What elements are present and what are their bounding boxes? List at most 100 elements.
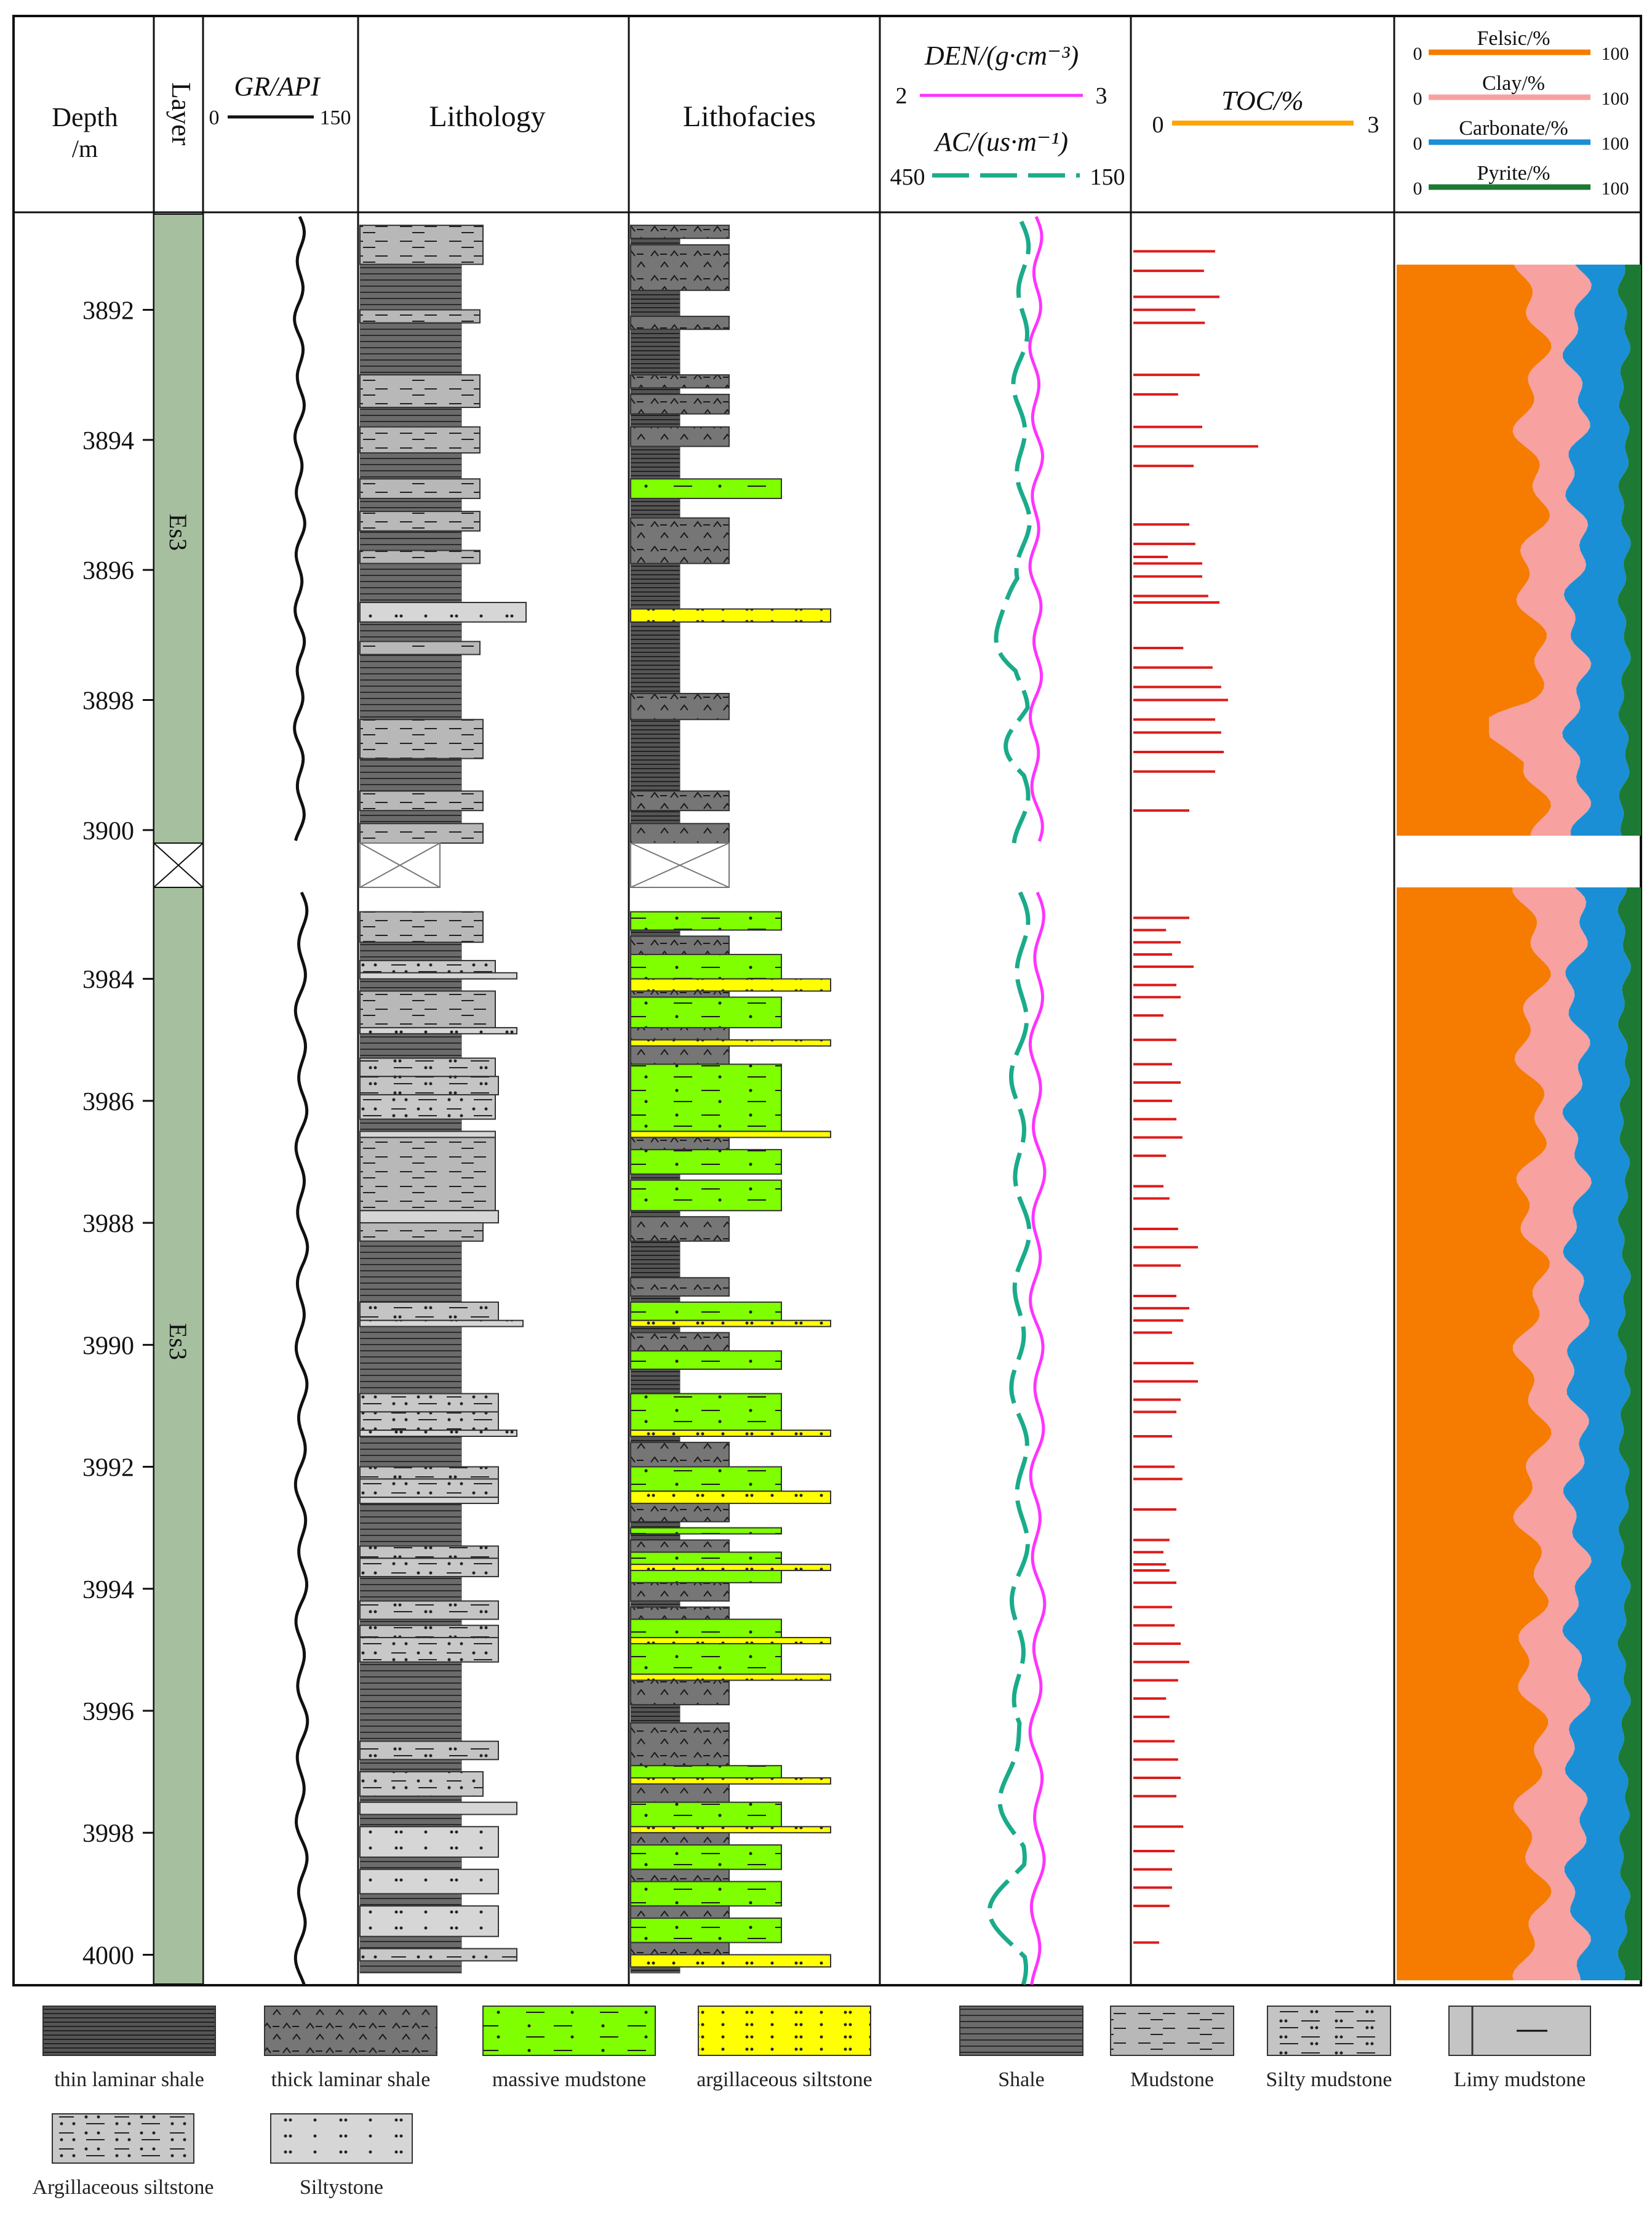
legend-swatch (264, 2006, 437, 2056)
depth-tick-3984: 3984 (82, 966, 134, 994)
lithofacies-bed (630, 1783, 730, 1803)
mineral-header-pyrite: Pyrite/% (1477, 162, 1550, 185)
pyrite-area (1618, 887, 1641, 1980)
toc-header: TOC/% (1221, 86, 1304, 116)
lithofacies-bed (630, 1319, 831, 1327)
layer-header: Layer (166, 82, 196, 146)
lithofacies-bed (630, 1564, 831, 1572)
lithology-bed (359, 1210, 499, 1224)
den-header: DEN/(g·cm⁻³) (924, 41, 1079, 71)
ac-min: 450 (890, 164, 925, 190)
lithofacies-bed (630, 1881, 782, 1907)
gr-curve-upper (293, 215, 306, 841)
lithology-bed (359, 1222, 484, 1242)
carbonate-area (1562, 887, 1631, 1980)
lithology-bed (359, 602, 527, 623)
lithology-header: Lithology (429, 100, 545, 133)
lithofacies-bed (630, 1642, 782, 1675)
layer-bar-upper (153, 214, 204, 844)
lithofacies-bed (630, 1430, 831, 1437)
lithology-bed (359, 1094, 496, 1120)
lithofacies-bed (630, 954, 782, 980)
layer-label-upper: Es3 (164, 514, 192, 551)
lithology-bed (359, 1868, 499, 1895)
lithofacies-bed (630, 1777, 831, 1785)
lithology-bed (359, 1319, 524, 1327)
legend-item-shale: Shale (959, 2006, 1083, 2091)
lithofacies-bed (630, 1942, 730, 1956)
lithofacies-bed (630, 1149, 782, 1175)
lithofacies-bed (630, 1301, 782, 1321)
den-min: 2 (896, 83, 908, 109)
ac-max: 150 (1090, 164, 1125, 190)
legend-label: Siltystone (300, 2176, 383, 2199)
toc-max: 3 (1368, 112, 1379, 138)
legend-swatch (959, 2006, 1083, 2056)
lithology-bed (359, 309, 481, 324)
mineral-max-pyrite: 100 (1602, 178, 1629, 199)
depth-tick-3990: 3990 (82, 1332, 134, 1360)
lithofacies-bed (630, 426, 730, 447)
lithofacies-bed (630, 1606, 730, 1620)
legend-label: Argillaceous siltstone (33, 2176, 214, 2199)
lithology-bed (359, 790, 484, 812)
lithofacies-bed (630, 1350, 782, 1370)
lithofacies-bed (630, 692, 730, 721)
lithofacies-bed (630, 1765, 782, 1779)
depth-tick-3992: 3992 (82, 1454, 134, 1482)
mineral-max-felsic: 100 (1602, 44, 1629, 64)
legend-label: thick laminar shale (271, 2068, 431, 2091)
lithology-bed (359, 1301, 499, 1321)
lithology-bed (359, 641, 481, 655)
lithology-bed (359, 1057, 496, 1078)
lithofacies-bed (630, 393, 730, 415)
ac-curve-upper (994, 220, 1032, 844)
legend-swatch (1110, 2006, 1234, 2056)
den-curve-upper (1028, 215, 1045, 842)
lithology-bed (359, 1558, 499, 1577)
den-max: 3 (1096, 83, 1107, 109)
legend-label: Silty mudstone (1266, 2068, 1392, 2091)
lithofacies-bed (630, 316, 730, 330)
lithology-bed (359, 511, 481, 532)
depth-tick-3986: 3986 (82, 1088, 134, 1116)
legend-item-arg-silt: Argillaceous siltstone (33, 2113, 214, 2199)
lithology-bed (359, 1637, 499, 1663)
lithology-bed (359, 1948, 517, 1962)
lithology-bed (359, 1411, 499, 1431)
lithofacies-bed (630, 1441, 730, 1468)
lithology-bed (359, 1826, 499, 1858)
lithology-bed (359, 1137, 496, 1212)
lithology-bed (359, 1801, 517, 1815)
lithology-bed (359, 478, 481, 499)
lithofacies-bed (630, 1673, 831, 1681)
lithofacies-bed (630, 1618, 782, 1639)
depth-tick-3988: 3988 (82, 1210, 134, 1238)
lithofacies-bed (630, 1137, 730, 1151)
legend-swatch (42, 2006, 216, 2056)
legend-label: Mudstone (1130, 2068, 1214, 2091)
depth-tick-3900: 3900 (82, 817, 134, 846)
lithofacies-bed (630, 1527, 782, 1535)
mineral-min-carbonate: 0 (1413, 134, 1423, 154)
legend-item-silty-mud: Silty mudstone (1266, 2006, 1392, 2091)
lithology-bed (359, 1771, 484, 1797)
lithofacies-bed (630, 1539, 730, 1553)
lithofacies-bed (630, 823, 730, 844)
lithology-bed (359, 823, 484, 844)
lithology-bed (359, 1740, 499, 1761)
legend-item-massive: massive mudstone (482, 2006, 656, 2091)
lithofacies-bed (630, 1954, 831, 1968)
layer-gap-box (153, 842, 204, 888)
lithofacies-bed (630, 1826, 831, 1834)
ac-header: AC/(us·m⁻¹) (933, 127, 1068, 157)
lithology-bed (359, 1497, 499, 1505)
legend-swatch (698, 2006, 871, 2056)
lithofacies-bed (630, 1570, 782, 1583)
depth-tick-3892: 3892 (82, 297, 134, 326)
mineral-max-carbonate: 100 (1602, 134, 1629, 154)
lithofacies-bed (630, 1332, 730, 1352)
lithology-bed (359, 1393, 499, 1413)
lithofacies-bed (630, 1277, 730, 1297)
